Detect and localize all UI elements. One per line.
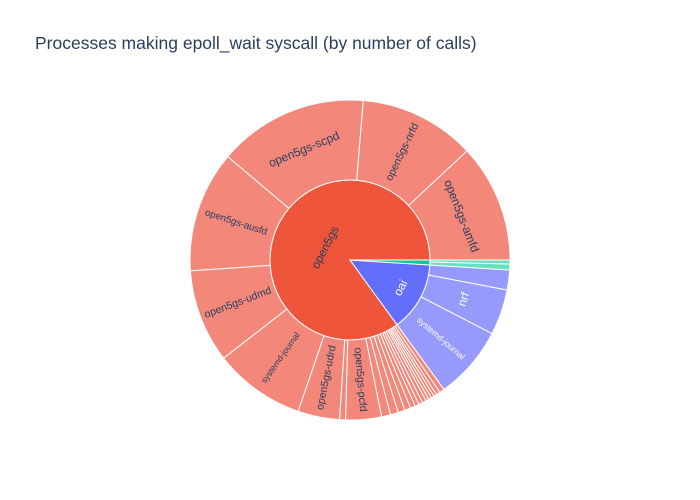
segment-unlabeled-unlabeled[interactable] (429, 259, 511, 265)
chart-title: Processes making epoll_wait syscall (by … (35, 33, 477, 53)
segment-layer (189, 99, 511, 421)
